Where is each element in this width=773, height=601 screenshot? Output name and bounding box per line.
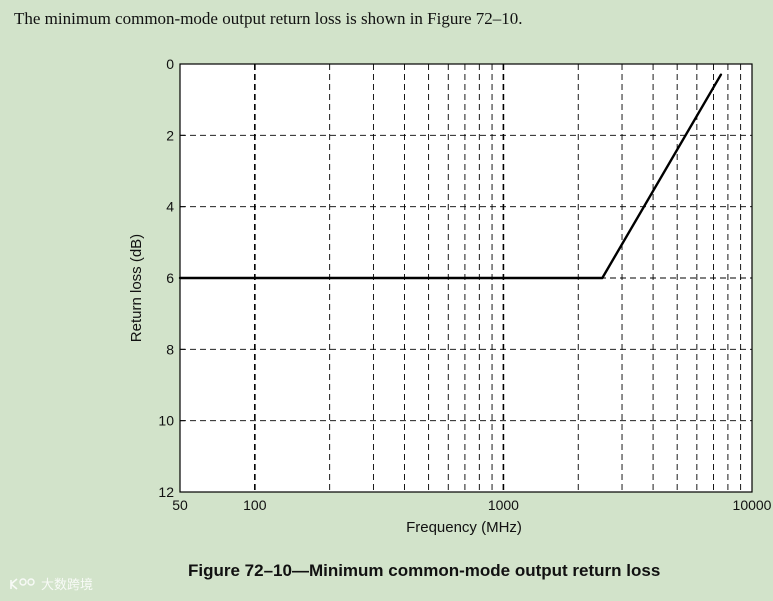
y-tick-label: 0 bbox=[166, 56, 174, 72]
x-axis: 50 100 1000 10000 bbox=[172, 497, 771, 513]
series-layer bbox=[178, 73, 723, 280]
x-tick-label: 10000 bbox=[733, 497, 772, 513]
x-tick-label: 1000 bbox=[488, 497, 519, 513]
y-tick-label: 4 bbox=[166, 199, 174, 215]
x-axis-label: Frequency (MHz) bbox=[406, 519, 522, 536]
intro-text: The minimum common-mode output return lo… bbox=[14, 9, 523, 28]
y-tick-label: 10 bbox=[158, 413, 174, 429]
watermark: 大数跨境 bbox=[8, 574, 93, 593]
x-tick-label: 100 bbox=[243, 497, 267, 513]
x-tick-label: 50 bbox=[172, 497, 188, 513]
watermark-logo-icon bbox=[10, 577, 35, 590]
series-line bbox=[178, 73, 723, 280]
y-tick-label: 2 bbox=[166, 127, 174, 143]
y-axis: 0 2 4 6 8 10 12 bbox=[158, 56, 185, 500]
y-tick-label: 8 bbox=[166, 341, 174, 357]
y-axis-label: Return loss (dB) bbox=[128, 234, 145, 342]
y-tick-label: 6 bbox=[166, 270, 174, 286]
figure-caption: Figure 72–10—Minimum common-mode output … bbox=[188, 561, 661, 580]
y-tick-label: 12 bbox=[158, 484, 174, 500]
watermark-text: 大数跨境 bbox=[41, 578, 94, 593]
